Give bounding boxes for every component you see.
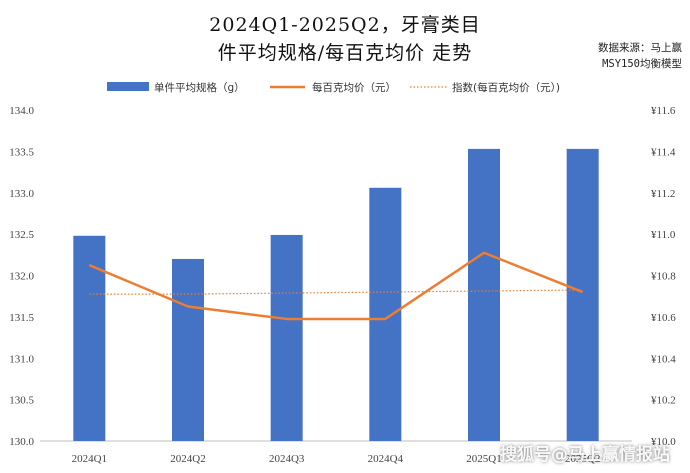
y-right-tick-label: ¥10.0	[651, 436, 676, 448]
y-left-tick-label: 130.0	[9, 436, 34, 448]
bar-series	[73, 148, 599, 441]
bar	[468, 148, 500, 441]
y-left-tick-label: 131.5	[9, 312, 34, 324]
legend-label-bar: 单件平均规格（g）	[154, 81, 245, 94]
bar	[369, 187, 402, 441]
legend-label-trend: 指数(每百克均价（元）)	[452, 81, 560, 94]
legend-swatch-bar	[107, 82, 149, 91]
bar	[73, 235, 106, 441]
y-right-tick-label: ¥10.6	[651, 312, 676, 324]
y-right-tick-label: ¥10.8	[651, 271, 676, 283]
y-left-tick-label: 132.5	[9, 229, 34, 241]
y-left-tick-label: 130.5	[9, 395, 34, 407]
x-tick-label: 2025Q1	[466, 453, 501, 465]
chart-title-line1: 2024Q1-2025Q2，牙膏类目	[209, 14, 481, 36]
y-right-tick-label: ¥11.4	[651, 146, 676, 158]
y-left-tick-label: 134.0	[9, 105, 34, 117]
y-right-tick-label: ¥11.2	[651, 188, 675, 200]
y-right-tick-label: ¥11.6	[651, 105, 676, 117]
trend-series	[89, 289, 583, 295]
y-left-tick-label: 133.0	[9, 188, 34, 200]
bar	[172, 258, 204, 441]
watermark: 搜狐号@马上赢情报站	[500, 445, 670, 465]
price-line	[88, 251, 584, 321]
x-tick-label: 2024Q4	[368, 453, 404, 465]
axes: 130.0 130.5 131.0 131.5 132.0 132.5 133.0 133.5…	[9, 105, 676, 465]
legend: 单件平均规格（g） 每百克均价（元） 指数(每百克均价（元）)	[107, 81, 560, 94]
y-left-tick-label: 132.0	[9, 271, 34, 283]
bar	[566, 148, 599, 441]
x-tick-label: 2025Q2	[565, 453, 600, 465]
chart-title-line2: 件平均规格/每百克均价 走势	[217, 42, 473, 64]
bar	[270, 234, 303, 441]
y-left-tick-label: 131.0	[9, 353, 34, 365]
y-right-tick-label: ¥11.0	[651, 229, 676, 241]
y-right-tick-label: ¥10.4	[651, 353, 676, 365]
y-right-tick-label: ¥10.2	[651, 395, 676, 407]
source-line2: MSY150均衡模型	[602, 58, 682, 70]
x-tick-label: 2024Q2	[170, 453, 205, 465]
trend-line	[89, 289, 583, 295]
legend-label-line: 每百克均价（元）	[312, 81, 396, 94]
line-series	[88, 251, 584, 321]
y-left-tick-label: 133.5	[9, 146, 34, 158]
x-tick-label: 2024Q1	[72, 453, 107, 465]
source-line1: 数据来源：马上赢	[598, 42, 682, 54]
x-tick-label: 2024Q3	[269, 453, 305, 465]
